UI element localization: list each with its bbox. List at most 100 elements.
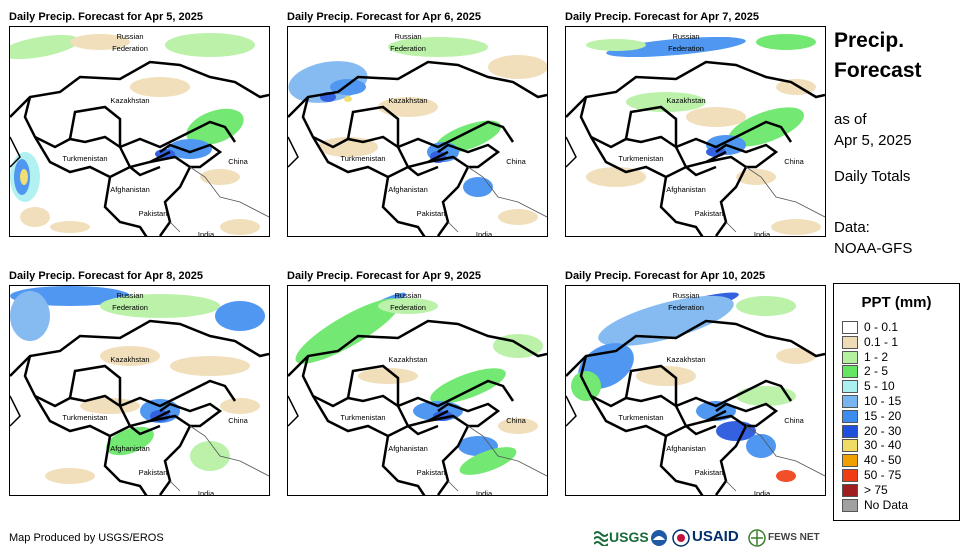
map-label-russia_line1: Russian bbox=[394, 32, 421, 41]
map-label-afghanistan: Afghanistan bbox=[110, 444, 150, 453]
legend-swatch bbox=[842, 321, 858, 334]
map-label-russia_line1: Russian bbox=[394, 291, 421, 300]
data-source-value: NOAA-GFS bbox=[834, 240, 913, 257]
legend-swatch bbox=[842, 365, 858, 379]
credit-text: Map Produced by USGS/EROS bbox=[9, 532, 164, 544]
map-label-pakistan: Pakistan bbox=[695, 468, 724, 477]
map-label-india: India bbox=[754, 230, 771, 236]
daily-totals-text: Daily Totals bbox=[834, 168, 911, 185]
legend-swatch bbox=[842, 395, 858, 408]
legend-swatch bbox=[842, 483, 858, 497]
map-label-afghanistan: Afghanistan bbox=[110, 185, 150, 194]
legend-label: 0 - 0.1 bbox=[864, 320, 899, 334]
map-label-pakistan: Pakistan bbox=[139, 468, 168, 477]
as-of-date: Apr 5, 2025 bbox=[834, 132, 912, 149]
map-label-turkmenistan: Turkmenistan bbox=[340, 413, 385, 422]
map-label-india: India bbox=[476, 230, 493, 236]
panel-title-4: Daily Precip. Forecast for Apr 8, 2025 bbox=[9, 270, 204, 282]
map-label-russia_line1: Russian bbox=[672, 32, 699, 41]
legend-swatch bbox=[842, 454, 858, 468]
map-label-afghanistan: Afghanistan bbox=[388, 185, 428, 194]
legend-label: No Data bbox=[864, 497, 909, 512]
map-label-russia_line2: Federation bbox=[668, 44, 704, 53]
panel-title-3: Daily Precip. Forecast for Apr 7, 2025 bbox=[565, 11, 760, 23]
map-label-russia_line2: Federation bbox=[390, 303, 426, 312]
map-label-pakistan: Pakistan bbox=[417, 468, 446, 477]
usaid-seal-icon bbox=[672, 529, 690, 547]
precip-map-graphic: Russian Federation Kazakhstan Turkmenistan A… bbox=[10, 32, 269, 236]
map-label-afghanistan: Afghanistan bbox=[666, 185, 706, 194]
legend-swatch bbox=[842, 335, 858, 349]
legend-label: > 75 bbox=[864, 482, 888, 497]
map-label-pakistan: Pakistan bbox=[695, 209, 724, 218]
forecast-map-1: Russian Federation Kazakhstan Turkmenistan A… bbox=[9, 26, 270, 237]
usgs-wave-icon bbox=[594, 531, 608, 546]
map-label-india: India bbox=[476, 489, 493, 495]
map-label-russia_line2: Federation bbox=[390, 44, 426, 53]
legend-label: 40 - 50 bbox=[864, 453, 902, 468]
data-source-label: Data: bbox=[834, 219, 870, 236]
usgs-logo: USGS bbox=[609, 529, 649, 545]
map-label-china: China bbox=[784, 157, 804, 166]
map-label-china: China bbox=[506, 416, 526, 425]
map-label-pakistan: Pakistan bbox=[417, 209, 446, 218]
forecast-map-2: Russian Federation Kazakhstan Turkmenistan A… bbox=[287, 26, 548, 237]
map-label-kazakhstan: Kazakhstan bbox=[666, 355, 705, 364]
map-label-turkmenistan: Turkmenistan bbox=[618, 154, 663, 163]
sidebar-title-line2: Forecast bbox=[834, 59, 922, 82]
legend-swatch bbox=[842, 409, 858, 423]
precip-map-graphic: Russian Federation Kazakhstan Turkmenistan A… bbox=[288, 291, 547, 495]
legend-swatch bbox=[842, 350, 858, 364]
legend-label: 10 - 15 bbox=[864, 394, 902, 408]
map-label-afghanistan: Afghanistan bbox=[666, 444, 706, 453]
as-of-text: as of Apr 5, 2025 bbox=[834, 109, 912, 151]
map-label-india: India bbox=[754, 489, 771, 495]
legend-swatch bbox=[842, 380, 858, 394]
map-label-turkmenistan: Turkmenistan bbox=[618, 413, 663, 422]
legend-label: 20 - 30 bbox=[864, 423, 902, 438]
sidebar-title-line1: Precip. bbox=[834, 29, 905, 52]
map-label-china: China bbox=[506, 157, 526, 166]
legend-label: 50 - 75 bbox=[864, 468, 902, 482]
precip-map-graphic: Russian Federation Kazakhstan Turkmenistan A… bbox=[288, 32, 547, 236]
map-label-turkmenistan: Turkmenistan bbox=[62, 413, 107, 422]
forecast-map-6: Russian Federation Kazakhstan Turkmenistan A… bbox=[565, 285, 826, 496]
legend-swatch bbox=[842, 424, 858, 438]
map-label-india: India bbox=[198, 489, 215, 495]
map-label-china: China bbox=[228, 416, 248, 425]
map-label-russia_line1: Russian bbox=[116, 291, 143, 300]
panel-title-2: Daily Precip. Forecast for Apr 6, 2025 bbox=[287, 11, 482, 23]
fewsnet-logo: FEWS NET bbox=[768, 532, 820, 543]
map-label-india: India bbox=[198, 230, 215, 236]
as-of-label: as of bbox=[834, 111, 867, 128]
legend-swatch bbox=[842, 439, 858, 453]
legend-label: 30 - 40 bbox=[864, 438, 902, 453]
precip-map-graphic: Russian Federation Kazakhstan Turkmenistan A… bbox=[566, 291, 825, 495]
map-label-russia_line2: Federation bbox=[112, 44, 148, 53]
map-label-kazakhstan: Kazakhstan bbox=[666, 96, 705, 105]
usaid-logo: USAID bbox=[692, 528, 739, 545]
map-label-kazakhstan: Kazakhstan bbox=[110, 355, 149, 364]
legend-label: 0.1 - 1 bbox=[864, 334, 899, 349]
data-source-text: Data: NOAA-GFS bbox=[834, 217, 912, 259]
legend-label: 1 - 2 bbox=[864, 349, 889, 364]
legend-swatch bbox=[842, 469, 858, 482]
map-label-pakistan: Pakistan bbox=[139, 209, 168, 218]
forecast-map-3: Russian Federation Kazakhstan Turkmenistan A… bbox=[565, 26, 826, 237]
map-label-russia_line2: Federation bbox=[668, 303, 704, 312]
legend-swatch bbox=[842, 498, 858, 512]
legend-label: 2 - 5 bbox=[864, 364, 889, 379]
map-label-kazakhstan: Kazakhstan bbox=[388, 355, 427, 364]
noaa-logo-icon bbox=[651, 530, 667, 546]
panel-title-5: Daily Precip. Forecast for Apr 9, 2025 bbox=[287, 270, 482, 282]
map-label-turkmenistan: Turkmenistan bbox=[340, 154, 385, 163]
map-label-russia_line1: Russian bbox=[116, 32, 143, 41]
map-label-china: China bbox=[228, 157, 248, 166]
precip-map-graphic: Russian Federation Kazakhstan Turkmenistan A… bbox=[566, 32, 825, 236]
map-label-afghanistan: Afghanistan bbox=[388, 444, 428, 453]
forecast-map-5: Russian Federation Kazakhstan Turkmenistan A… bbox=[287, 285, 548, 496]
panel-title-1: Daily Precip. Forecast for Apr 5, 2025 bbox=[9, 11, 204, 23]
map-label-russia_line2: Federation bbox=[112, 303, 148, 312]
map-label-kazakhstan: Kazakhstan bbox=[110, 96, 149, 105]
